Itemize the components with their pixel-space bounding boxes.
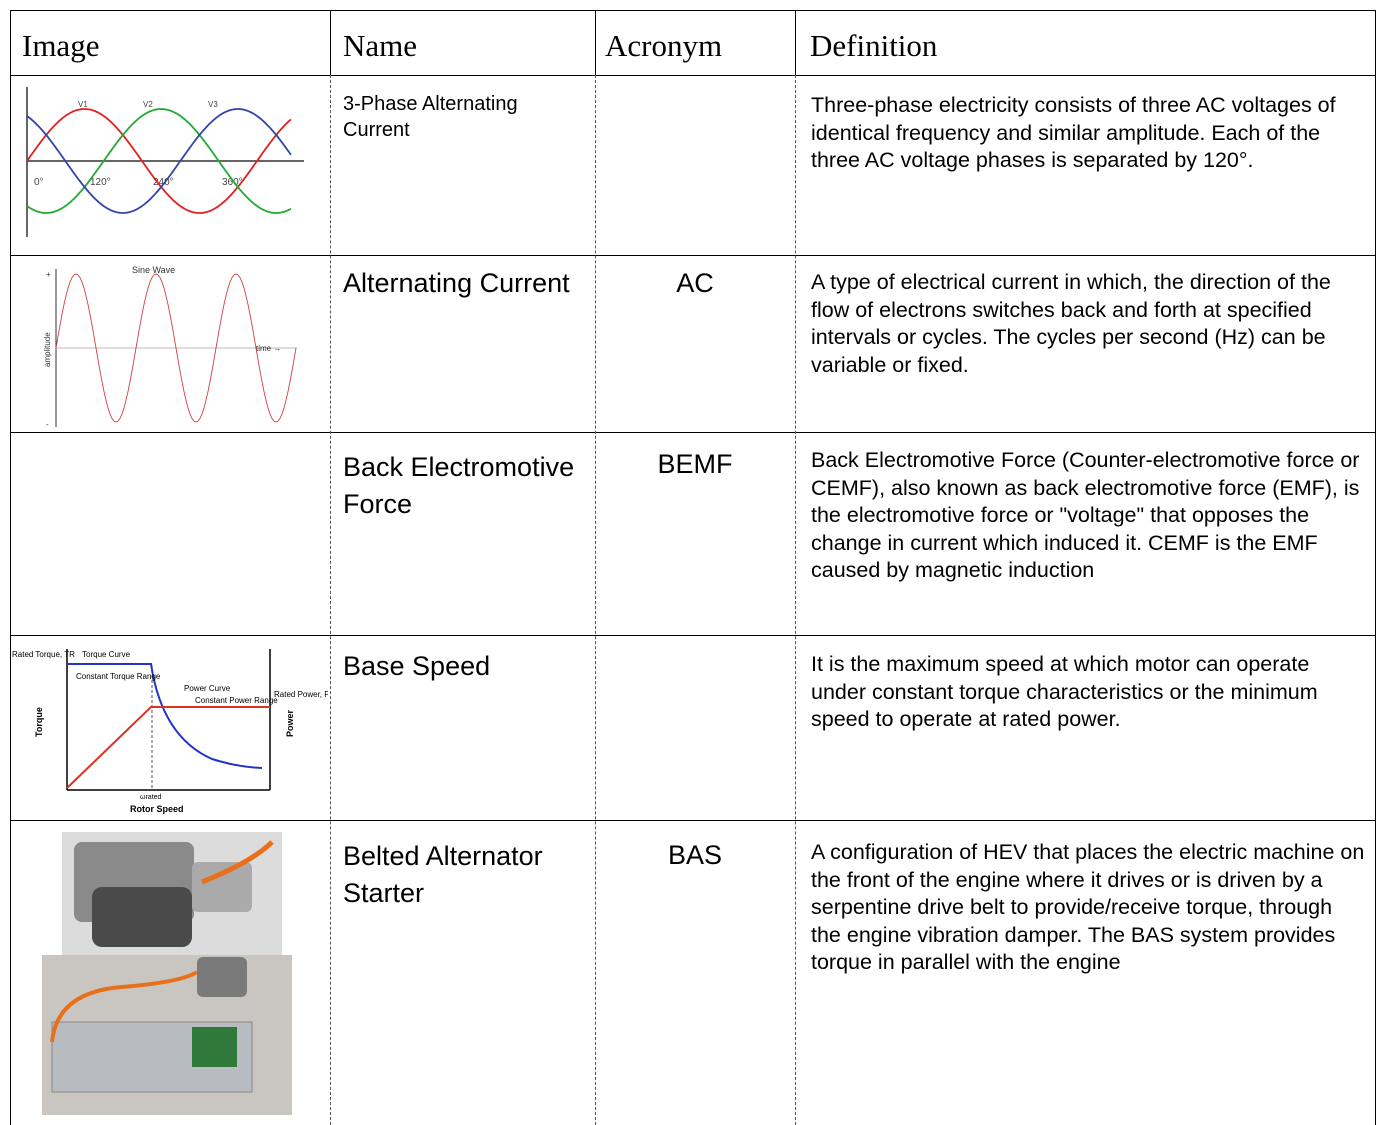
header-cell: Acronym <box>605 28 723 63</box>
image-label: Rotor Speed <box>130 804 184 814</box>
wave <box>55 273 297 423</box>
acronym: BEMF <box>657 449 733 479</box>
border <box>10 75 1376 76</box>
border <box>10 10 11 1125</box>
three-phase-image: V1 V2 V3 0° 120° 240° 360° <box>26 87 304 237</box>
term-name: Base Speed <box>343 651 491 681</box>
border <box>10 255 1376 256</box>
image-label: Torque Curve <box>82 650 131 659</box>
term-name: Belted Alternator Starter <box>343 841 543 908</box>
wave <box>26 108 292 214</box>
torque-curve-image: Rated Torque, TR Torque Curve Constant T… <box>12 649 328 814</box>
image-label: Torque <box>34 707 44 737</box>
image-label: Rated Torque, TR <box>12 650 75 659</box>
border <box>10 10 1376 11</box>
definition: A configuration of HEV that places the e… <box>811 840 1365 974</box>
border <box>795 75 796 1125</box>
acronym: AC <box>676 268 714 298</box>
definition: It is the maximum speed at which motor c… <box>811 652 1318 731</box>
image-label: amplitude <box>43 332 52 367</box>
image-label: 0° <box>34 177 44 188</box>
image-label: V1 <box>78 100 88 109</box>
image-label: Rated Power, PR <box>274 690 328 699</box>
definition: A type of electrical current in which, t… <box>811 270 1331 377</box>
image-label: Constant Torque Range <box>76 672 161 681</box>
image-label: Sine Wave <box>132 265 175 275</box>
image-label: Power <box>285 709 295 737</box>
term-name: Alternating Current <box>343 268 570 298</box>
header-cell: Definition <box>810 28 938 63</box>
image-label: time → <box>256 344 281 353</box>
wave <box>26 108 292 214</box>
wave <box>26 108 292 214</box>
header-cell: Image <box>22 28 100 63</box>
acronym: BAS <box>667 840 723 870</box>
border <box>330 10 331 75</box>
image-label: + <box>46 270 51 279</box>
image-label: 120° <box>90 177 111 188</box>
definition: Three-phase electricity consists of thre… <box>811 93 1336 172</box>
bas-photos <box>42 832 292 1115</box>
image-label: Constant Power Range <box>195 696 278 705</box>
border <box>795 10 796 75</box>
image-label: 360° <box>222 177 243 188</box>
image-label: V3 <box>208 100 218 109</box>
border <box>10 635 1376 636</box>
image-label: ωrated <box>140 794 162 801</box>
definition: Back Electromotive Force (Counter-electr… <box>811 448 1360 582</box>
border <box>595 10 596 75</box>
header-cell: Name <box>343 28 418 63</box>
image-label: - <box>46 420 49 429</box>
image-label: Power Curve <box>184 684 231 693</box>
sine-wave-image: Sine Wave amplitude time → + - <box>43 265 297 429</box>
term-name: Back Electromotive Force <box>343 452 575 519</box>
image-label: 240° <box>153 177 174 188</box>
border <box>1375 10 1376 1125</box>
border <box>595 75 596 1125</box>
border <box>330 75 331 1125</box>
border <box>10 820 1376 821</box>
image-label: V2 <box>143 100 153 109</box>
border <box>10 432 1376 433</box>
term-name: 3-Phase Alternating Current <box>343 93 518 141</box>
